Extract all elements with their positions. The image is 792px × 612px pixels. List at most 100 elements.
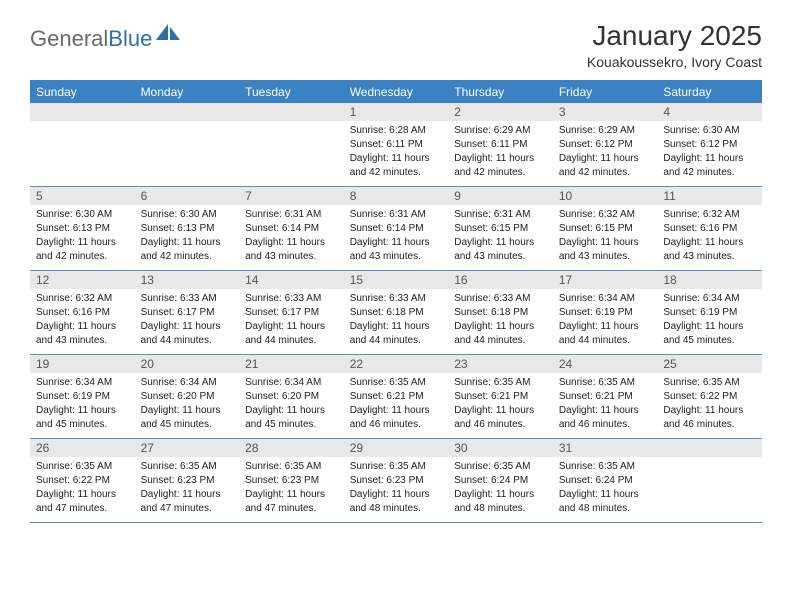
calendar-cell: 31Sunrise: 6:35 AMSunset: 6:24 PMDayligh… [553, 439, 658, 523]
calendar-cell: 29Sunrise: 6:35 AMSunset: 6:23 PMDayligh… [344, 439, 449, 523]
location: Kouakoussekro, Ivory Coast [587, 54, 762, 70]
day-number: 25 [657, 355, 762, 373]
day-number: 16 [448, 271, 553, 289]
calendar-cell: 18Sunrise: 6:34 AMSunset: 6:19 PMDayligh… [657, 271, 762, 355]
day-number: 12 [30, 271, 135, 289]
calendar-cell: 9Sunrise: 6:31 AMSunset: 6:15 PMDaylight… [448, 187, 553, 271]
calendar-cell: 30Sunrise: 6:35 AMSunset: 6:24 PMDayligh… [448, 439, 553, 523]
calendar-cell: 13Sunrise: 6:33 AMSunset: 6:17 PMDayligh… [135, 271, 240, 355]
day-number: 11 [657, 187, 762, 205]
day-number: 3 [553, 103, 658, 121]
day-number [657, 439, 762, 457]
day-number: 23 [448, 355, 553, 373]
day-number: 18 [657, 271, 762, 289]
day-number: 28 [239, 439, 344, 457]
day-number: 1 [344, 103, 449, 121]
calendar-cell: 8Sunrise: 6:31 AMSunset: 6:14 PMDaylight… [344, 187, 449, 271]
calendar-cell: 16Sunrise: 6:33 AMSunset: 6:18 PMDayligh… [448, 271, 553, 355]
day-info: Sunrise: 6:33 AMSunset: 6:17 PMDaylight:… [239, 289, 344, 354]
day-number: 13 [135, 271, 240, 289]
day-number: 29 [344, 439, 449, 457]
calendar-week: 5Sunrise: 6:30 AMSunset: 6:13 PMDaylight… [30, 187, 762, 271]
day-number: 6 [135, 187, 240, 205]
calendar-cell: 4Sunrise: 6:30 AMSunset: 6:12 PMDaylight… [657, 103, 762, 187]
day-info: Sunrise: 6:35 AMSunset: 6:23 PMDaylight:… [344, 457, 449, 522]
day-info: Sunrise: 6:33 AMSunset: 6:17 PMDaylight:… [135, 289, 240, 354]
day-number [135, 103, 240, 121]
day-info: Sunrise: 6:33 AMSunset: 6:18 PMDaylight:… [448, 289, 553, 354]
day-info: Sunrise: 6:35 AMSunset: 6:21 PMDaylight:… [448, 373, 553, 438]
day-number: 7 [239, 187, 344, 205]
day-info: Sunrise: 6:31 AMSunset: 6:14 PMDaylight:… [239, 205, 344, 270]
day-number: 24 [553, 355, 658, 373]
day-info: Sunrise: 6:35 AMSunset: 6:22 PMDaylight:… [657, 373, 762, 438]
day-info: Sunrise: 6:34 AMSunset: 6:20 PMDaylight:… [135, 373, 240, 438]
day-info: Sunrise: 6:34 AMSunset: 6:19 PMDaylight:… [30, 373, 135, 438]
calendar-cell: 20Sunrise: 6:34 AMSunset: 6:20 PMDayligh… [135, 355, 240, 439]
day-info: Sunrise: 6:33 AMSunset: 6:18 PMDaylight:… [344, 289, 449, 354]
day-number: 15 [344, 271, 449, 289]
calendar-week: 26Sunrise: 6:35 AMSunset: 6:22 PMDayligh… [30, 439, 762, 523]
day-header: Sunday [30, 81, 135, 104]
calendar-cell: 1Sunrise: 6:28 AMSunset: 6:11 PMDaylight… [344, 103, 449, 187]
calendar-week: 1Sunrise: 6:28 AMSunset: 6:11 PMDaylight… [30, 103, 762, 187]
calendar-cell: 23Sunrise: 6:35 AMSunset: 6:21 PMDayligh… [448, 355, 553, 439]
calendar-cell: 17Sunrise: 6:34 AMSunset: 6:19 PMDayligh… [553, 271, 658, 355]
day-info: Sunrise: 6:35 AMSunset: 6:24 PMDaylight:… [448, 457, 553, 522]
day-number: 17 [553, 271, 658, 289]
calendar-cell [657, 439, 762, 523]
calendar-cell [135, 103, 240, 187]
day-info: Sunrise: 6:28 AMSunset: 6:11 PMDaylight:… [344, 121, 449, 186]
day-number: 14 [239, 271, 344, 289]
calendar-cell: 7Sunrise: 6:31 AMSunset: 6:14 PMDaylight… [239, 187, 344, 271]
calendar-cell: 11Sunrise: 6:32 AMSunset: 6:16 PMDayligh… [657, 187, 762, 271]
day-number: 8 [344, 187, 449, 205]
day-info: Sunrise: 6:35 AMSunset: 6:24 PMDaylight:… [553, 457, 658, 522]
day-number: 19 [30, 355, 135, 373]
day-info: Sunrise: 6:34 AMSunset: 6:20 PMDaylight:… [239, 373, 344, 438]
calendar-table: SundayMondayTuesdayWednesdayThursdayFrid… [30, 80, 762, 523]
calendar-cell: 10Sunrise: 6:32 AMSunset: 6:15 PMDayligh… [553, 187, 658, 271]
day-number [30, 103, 135, 121]
day-header: Saturday [657, 81, 762, 104]
calendar-cell: 3Sunrise: 6:29 AMSunset: 6:12 PMDaylight… [553, 103, 658, 187]
calendar-week: 12Sunrise: 6:32 AMSunset: 6:16 PMDayligh… [30, 271, 762, 355]
day-info: Sunrise: 6:30 AMSunset: 6:13 PMDaylight:… [135, 205, 240, 270]
day-header: Monday [135, 81, 240, 104]
calendar-week: 19Sunrise: 6:34 AMSunset: 6:19 PMDayligh… [30, 355, 762, 439]
day-info: Sunrise: 6:35 AMSunset: 6:23 PMDaylight:… [239, 457, 344, 522]
calendar-cell: 15Sunrise: 6:33 AMSunset: 6:18 PMDayligh… [344, 271, 449, 355]
day-info: Sunrise: 6:29 AMSunset: 6:12 PMDaylight:… [553, 121, 658, 186]
calendar-cell: 2Sunrise: 6:29 AMSunset: 6:11 PMDaylight… [448, 103, 553, 187]
day-info: Sunrise: 6:30 AMSunset: 6:13 PMDaylight:… [30, 205, 135, 270]
day-number: 5 [30, 187, 135, 205]
day-header: Tuesday [239, 81, 344, 104]
day-number: 21 [239, 355, 344, 373]
day-info: Sunrise: 6:30 AMSunset: 6:12 PMDaylight:… [657, 121, 762, 186]
day-number: 27 [135, 439, 240, 457]
day-header: Thursday [448, 81, 553, 104]
day-info: Sunrise: 6:32 AMSunset: 6:15 PMDaylight:… [553, 205, 658, 270]
day-info: Sunrise: 6:35 AMSunset: 6:23 PMDaylight:… [135, 457, 240, 522]
day-number: 31 [553, 439, 658, 457]
calendar-cell: 14Sunrise: 6:33 AMSunset: 6:17 PMDayligh… [239, 271, 344, 355]
calendar-cell [239, 103, 344, 187]
calendar-cell: 28Sunrise: 6:35 AMSunset: 6:23 PMDayligh… [239, 439, 344, 523]
calendar-cell: 19Sunrise: 6:34 AMSunset: 6:19 PMDayligh… [30, 355, 135, 439]
day-header: Friday [553, 81, 658, 104]
day-info: Sunrise: 6:29 AMSunset: 6:11 PMDaylight:… [448, 121, 553, 186]
calendar-cell: 6Sunrise: 6:30 AMSunset: 6:13 PMDaylight… [135, 187, 240, 271]
day-info: Sunrise: 6:31 AMSunset: 6:14 PMDaylight:… [344, 205, 449, 270]
header: GeneralBlue January 2025 Kouakoussekro, … [30, 20, 762, 70]
day-info: Sunrise: 6:32 AMSunset: 6:16 PMDaylight:… [30, 289, 135, 354]
brand-part2: Blue [108, 26, 152, 52]
day-info: Sunrise: 6:34 AMSunset: 6:19 PMDaylight:… [553, 289, 658, 354]
day-number: 30 [448, 439, 553, 457]
calendar-cell: 21Sunrise: 6:34 AMSunset: 6:20 PMDayligh… [239, 355, 344, 439]
calendar-cell: 22Sunrise: 6:35 AMSunset: 6:21 PMDayligh… [344, 355, 449, 439]
day-number: 9 [448, 187, 553, 205]
day-number: 4 [657, 103, 762, 121]
day-info: Sunrise: 6:35 AMSunset: 6:21 PMDaylight:… [344, 373, 449, 438]
day-info: Sunrise: 6:35 AMSunset: 6:21 PMDaylight:… [553, 373, 658, 438]
day-info: Sunrise: 6:32 AMSunset: 6:16 PMDaylight:… [657, 205, 762, 270]
